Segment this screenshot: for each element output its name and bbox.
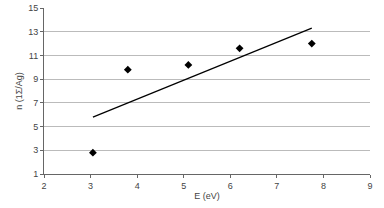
svg-text:3: 3 (88, 181, 93, 191)
svg-text:13: 13 (28, 27, 38, 37)
svg-text:5: 5 (33, 122, 38, 132)
svg-text:6: 6 (228, 181, 233, 191)
svg-text:4: 4 (135, 181, 140, 191)
svg-text:7: 7 (33, 98, 38, 108)
svg-text:8: 8 (321, 181, 326, 191)
svg-text:1: 1 (33, 169, 38, 179)
svg-text:3: 3 (33, 145, 38, 155)
svg-text:15: 15 (28, 3, 38, 13)
svg-text:7: 7 (274, 181, 279, 191)
svg-text:9: 9 (367, 181, 372, 191)
svg-text:9: 9 (33, 74, 38, 84)
svg-text:2: 2 (41, 181, 46, 191)
svg-text:n (1Σ/Ag): n (1Σ/Ag) (14, 72, 24, 110)
svg-text:11: 11 (29, 51, 38, 61)
svg-text:E (eV): E (eV) (194, 191, 220, 201)
svg-text:5: 5 (181, 181, 186, 191)
